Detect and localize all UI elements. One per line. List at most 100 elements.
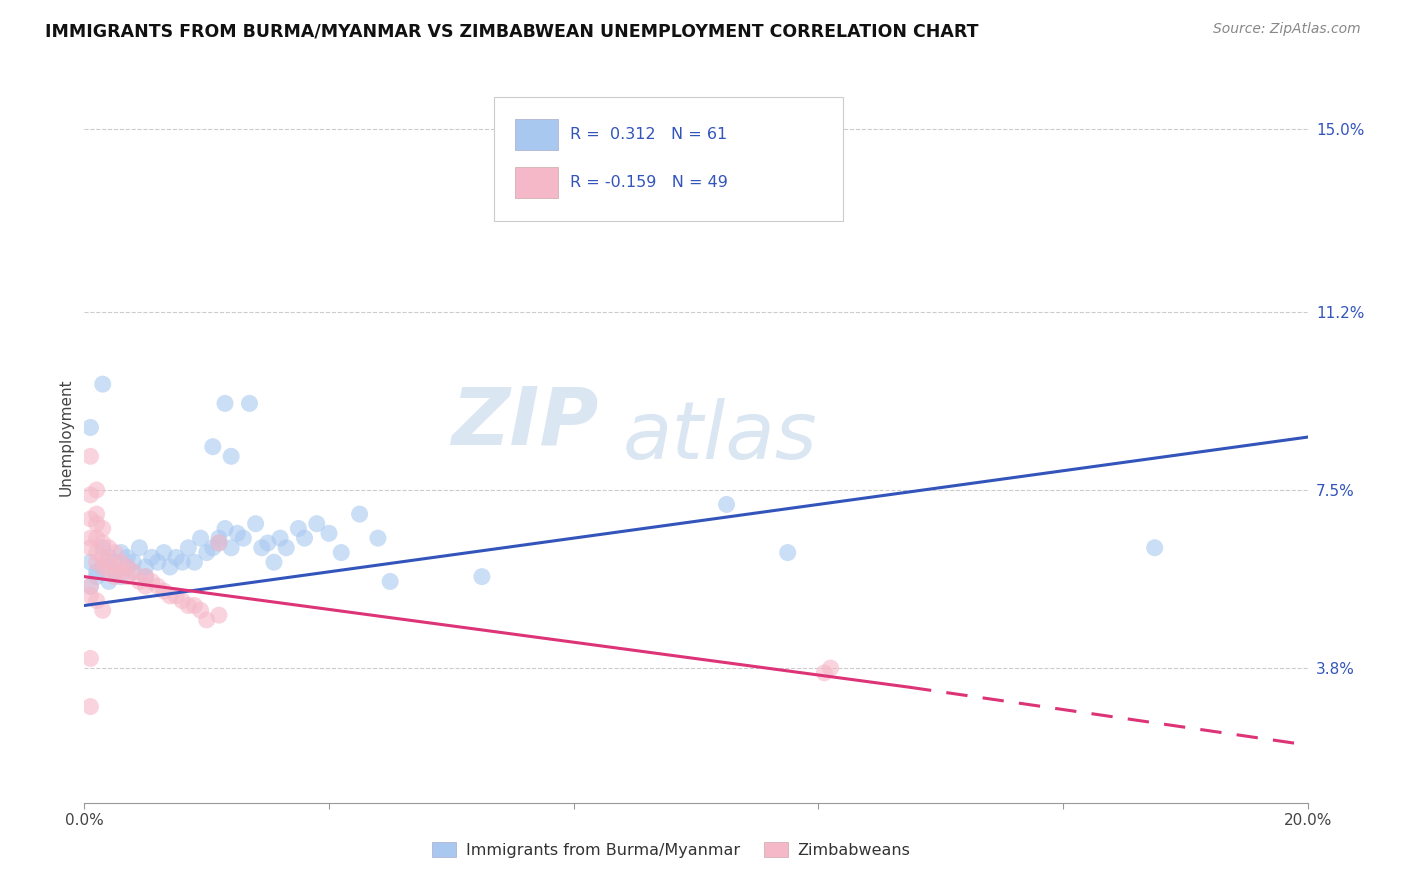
Point (79, 699, 101, 714)
Point (97, 574, 120, 589)
Point (79, 531, 101, 545)
Text: R =  0.312   N = 61: R = 0.312 N = 61 (569, 127, 727, 142)
Bar (515, 167, 558, 198)
Point (349, 507, 371, 521)
Point (305, 516, 328, 531)
Point (177, 599, 200, 613)
Y-axis label: Unemployment: Unemployment (58, 378, 73, 496)
Point (91, 560, 114, 574)
Point (238, 396, 260, 410)
Point (115, 569, 138, 583)
Point (776, 545, 799, 559)
Point (1143, 541, 1166, 555)
Point (86, 565, 108, 579)
Point (813, 665, 835, 680)
Point (219, 450, 242, 464)
Point (245, 516, 267, 531)
Point (115, 560, 138, 574)
Point (208, 536, 231, 550)
Point (86, 545, 108, 559)
Point (97, 550, 120, 565)
Point (86, 483, 108, 497)
Point (153, 545, 176, 559)
Point (471, 569, 494, 583)
Point (104, 560, 127, 574)
Text: atlas: atlas (623, 398, 817, 476)
Point (86, 531, 108, 545)
Point (104, 555, 127, 569)
Point (195, 545, 218, 559)
Point (110, 555, 132, 569)
Point (201, 440, 224, 454)
Point (79, 420, 101, 434)
Point (128, 541, 150, 555)
Point (214, 396, 236, 410)
Point (208, 531, 231, 545)
Point (201, 541, 224, 555)
Point (214, 521, 236, 535)
Point (104, 569, 127, 583)
Point (177, 541, 200, 555)
Point (208, 608, 231, 623)
Text: ZIP: ZIP (451, 384, 598, 461)
Point (135, 569, 157, 583)
Point (86, 555, 108, 569)
Point (183, 555, 205, 569)
Point (97, 541, 120, 555)
Point (367, 531, 389, 545)
Point (232, 531, 254, 545)
Point (91, 521, 114, 535)
Point (110, 565, 132, 579)
Point (97, 565, 120, 579)
Point (190, 531, 212, 545)
Point (135, 560, 157, 574)
Point (91, 377, 114, 392)
Point (263, 555, 285, 569)
Point (115, 560, 138, 574)
Point (79, 450, 101, 464)
Point (122, 555, 145, 569)
FancyBboxPatch shape (494, 97, 842, 221)
Text: IMMIGRANTS FROM BURMA/MYANMAR VS ZIMBABWEAN UNEMPLOYMENT CORRELATION CHART: IMMIGRANTS FROM BURMA/MYANMAR VS ZIMBABW… (45, 22, 979, 40)
Point (219, 541, 242, 555)
Point (141, 574, 163, 589)
Point (159, 589, 181, 603)
Point (91, 550, 114, 565)
Text: R = -0.159   N = 49: R = -0.159 N = 49 (569, 175, 728, 190)
Point (330, 545, 353, 559)
Point (226, 526, 249, 541)
Point (122, 565, 145, 579)
Point (110, 569, 132, 583)
Point (287, 521, 309, 535)
Point (172, 555, 194, 569)
Point (128, 574, 150, 589)
Point (208, 536, 231, 550)
Point (79, 488, 101, 502)
Point (135, 569, 157, 583)
Point (86, 507, 108, 521)
Point (250, 541, 273, 555)
Point (79, 651, 101, 665)
Point (190, 603, 212, 617)
Point (159, 560, 181, 574)
Point (79, 541, 101, 555)
Point (79, 579, 101, 593)
Point (110, 545, 132, 559)
Point (165, 550, 187, 565)
Point (276, 541, 298, 555)
Point (294, 531, 316, 545)
Point (141, 550, 163, 565)
Point (153, 584, 176, 599)
Point (86, 593, 108, 607)
Point (165, 589, 187, 603)
Point (79, 579, 101, 593)
Point (97, 555, 120, 569)
Point (91, 560, 114, 574)
Point (820, 661, 842, 675)
Point (91, 541, 114, 555)
Point (195, 613, 218, 627)
Point (135, 579, 157, 593)
Point (269, 531, 291, 545)
Point (104, 545, 127, 559)
Text: Source: ZipAtlas.com: Source: ZipAtlas.com (1213, 22, 1361, 37)
